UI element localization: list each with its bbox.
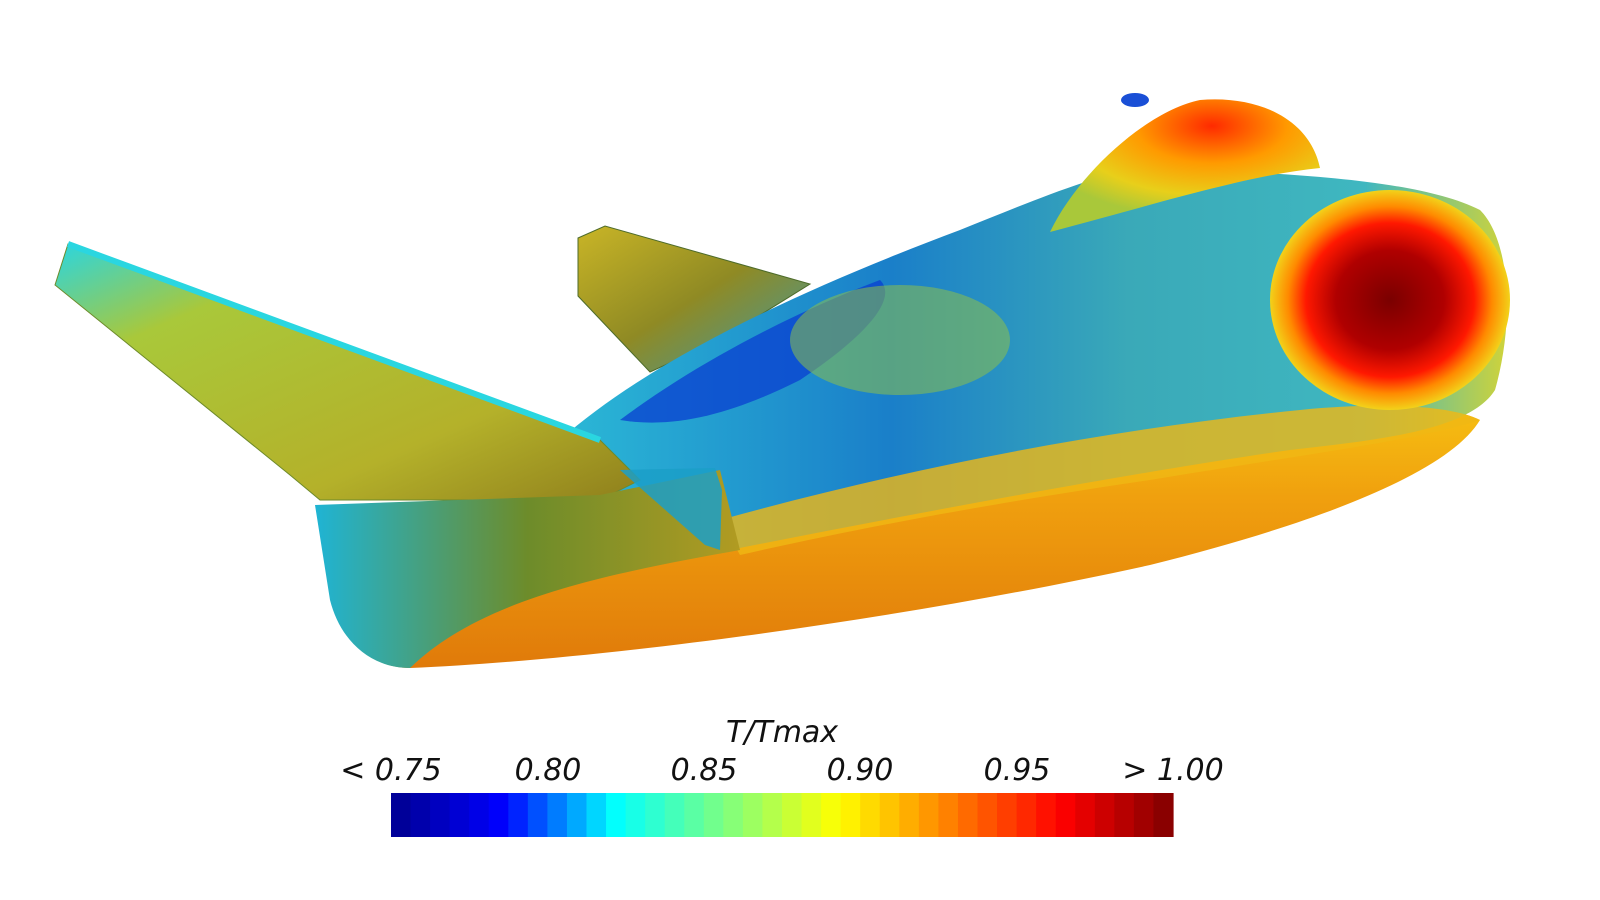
- spaceplane-model: [54, 93, 1510, 668]
- fuselage-body: [560, 164, 1507, 553]
- colorbar-swatch: [625, 793, 646, 837]
- colorbar-swatch: [664, 793, 685, 837]
- colorbar-swatch: [684, 793, 705, 837]
- colorbar-swatch: [821, 793, 842, 837]
- colorbar-swatch: [938, 793, 959, 837]
- colorbar-swatch: [782, 793, 803, 837]
- colorbar-swatch: [586, 793, 607, 837]
- colorbar-swatch: [860, 793, 881, 837]
- colorbar-tick-label: 0.90: [827, 753, 894, 788]
- colorbar: T/Tmax < 0.75 0.80 0.85 0.90 0.95 > 1.00: [340, 715, 1224, 837]
- colorbar-swatch: [469, 793, 490, 837]
- colorbar-swatch: [1153, 793, 1174, 837]
- colorbar-swatch: [606, 793, 627, 837]
- colorbar-swatch: [1016, 793, 1037, 837]
- colorbar-swatch: [645, 793, 666, 837]
- body-warm-patch: [790, 285, 1010, 395]
- near-wing: [54, 243, 641, 501]
- colorbar-swatch: [918, 793, 939, 837]
- colorbar-swatch: [840, 793, 861, 837]
- colorbar-swatch: [1075, 793, 1096, 837]
- colorbar-swatch: [527, 793, 548, 837]
- colorbar-swatch: [957, 793, 979, 837]
- colorbar-swatch: [430, 793, 451, 837]
- colorbar-swatch: [1133, 793, 1155, 837]
- colorbar-tick-label: < 0.75: [340, 753, 441, 788]
- canopy: [1050, 99, 1320, 233]
- colorbar-swatch: [997, 793, 1018, 837]
- canopy-antenna: [1121, 93, 1149, 107]
- wing-leading-edge: [66, 241, 602, 443]
- colorbar-swatch: [1055, 793, 1076, 837]
- colorbar-swatch: [1036, 793, 1057, 837]
- colorbar-swatch: [508, 793, 529, 837]
- colorbar-tick-label: 0.95: [984, 753, 1051, 788]
- colorbar-swatch: [391, 793, 412, 837]
- colorbar-swatch: [547, 793, 568, 837]
- colorbar-swatch: [1094, 793, 1115, 837]
- colorbar-swatch: [449, 793, 470, 837]
- colorbar-tick-label: > 1.00: [1122, 753, 1223, 788]
- colorbar-swatch: [1114, 793, 1135, 837]
- aft-body: [315, 470, 740, 668]
- wing-root-fairing: [620, 468, 722, 550]
- colorbar-swatch: [879, 793, 900, 837]
- nose-cap: [1270, 190, 1510, 410]
- colorbar-swatch: [566, 793, 588, 837]
- colorbar-swatch: [742, 793, 764, 837]
- colorbar-swatches: [391, 793, 1174, 837]
- colorbar-swatch: [801, 793, 822, 837]
- colorbar-swatch: [723, 793, 744, 837]
- colorbar-swatch: [410, 793, 431, 837]
- colorbar-swatch: [703, 793, 724, 837]
- body-side-band: [720, 405, 1480, 555]
- colorbar-swatch: [488, 793, 509, 837]
- colorbar-swatch: [977, 793, 998, 837]
- colorbar-tick-label: 0.80: [515, 753, 582, 788]
- colorbar-tick-label: 0.85: [671, 753, 738, 788]
- colorbar-swatch: [899, 793, 920, 837]
- colorbar-title: T/Tmax: [726, 715, 838, 750]
- colorbar-swatch: [762, 793, 783, 837]
